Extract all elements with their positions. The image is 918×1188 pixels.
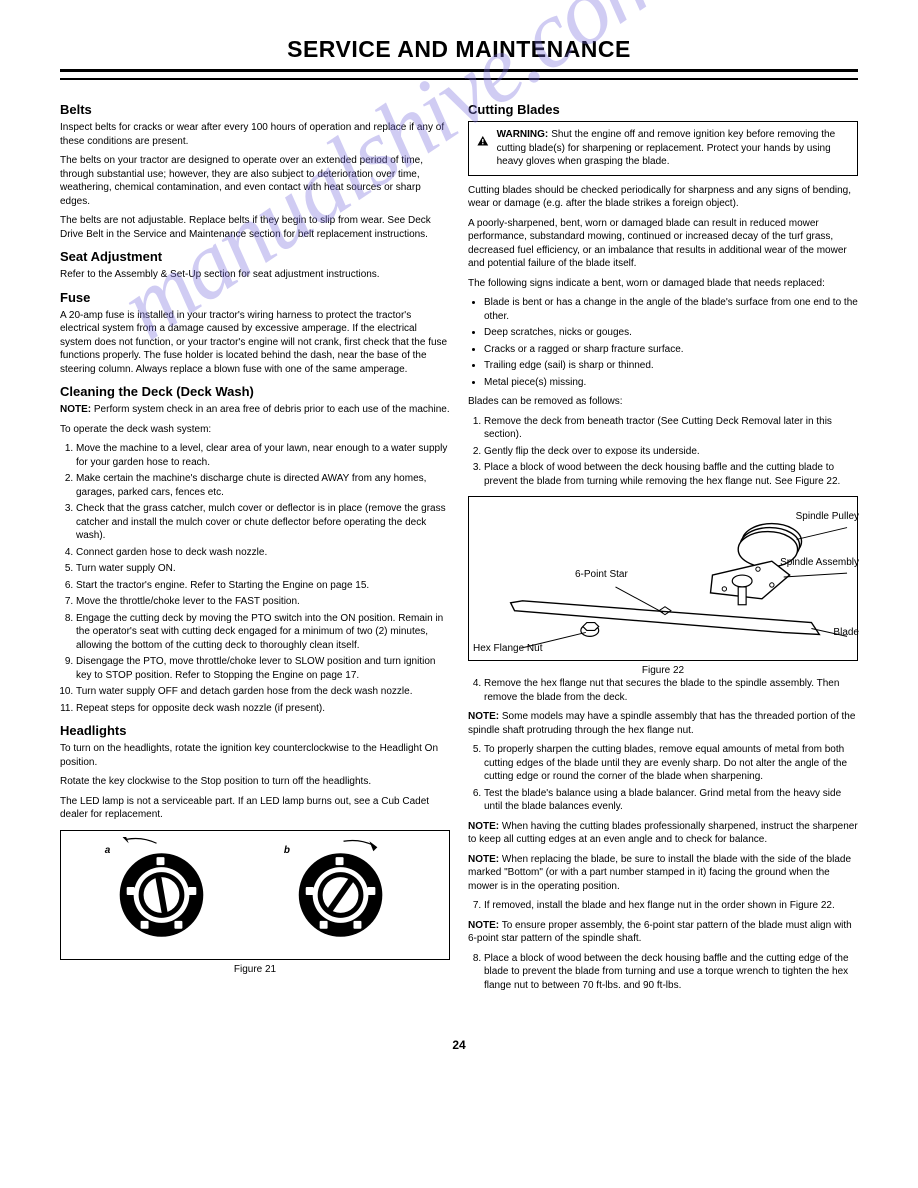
figure-21-caption: Figure 21 <box>60 964 450 975</box>
fig21-a: a <box>105 845 111 856</box>
deckwash-note-text: Perform system check in an area free of … <box>94 404 450 415</box>
step: Connect garden hose to deck wash nozzle. <box>76 546 450 560</box>
right-column: Cutting Blades WARNING:Shut the engine o… <box>468 94 858 998</box>
step: Start the tractor's engine. Refer to Sta… <box>76 579 450 593</box>
warning-text: WARNING:Shut the engine off and remove i… <box>497 128 849 169</box>
step: Check that the grass catcher, mulch cove… <box>76 502 450 543</box>
deckwash-intro: To operate the deck wash system: <box>60 423 450 437</box>
step: Engage the cutting deck by moving the PT… <box>76 612 450 653</box>
note3: NOTE: When replacing the blade, be sure … <box>468 853 858 894</box>
seat-heading: Seat Adjustment <box>60 249 450 264</box>
note4-text: To ensure proper assembly, the 6-point s… <box>468 920 852 945</box>
belts-p3: The belts are not adjustable. Replace be… <box>60 214 450 241</box>
belts-heading: Belts <box>60 102 450 117</box>
step: Make certain the machine's discharge chu… <box>76 472 450 499</box>
step: Place a block of wood between the deck h… <box>484 952 858 993</box>
cuttingblades-heading: Cutting Blades <box>468 102 858 117</box>
note2: NOTE: When having the cutting blades pro… <box>468 820 858 847</box>
cb-p2: A poorly-sharpened, bent, worn or damage… <box>468 217 858 271</box>
note4: NOTE: To ensure proper assembly, the 6-p… <box>468 919 858 946</box>
steps-continued-2: To properly sharpen the cutting blades, … <box>468 743 858 814</box>
label-spindle-pulley: Spindle Pulley <box>796 511 859 522</box>
headlights-p2: Rotate the key clockwise to the Stop pos… <box>60 775 450 789</box>
deckwash-note: NOTE: Perform system check in an area fr… <box>60 403 450 417</box>
left-column: Belts Inspect belts for cracks or wear a… <box>60 94 450 998</box>
warning-box: WARNING:Shut the engine off and remove i… <box>468 121 858 176</box>
fig21-b: b <box>284 845 290 856</box>
headlights-heading: Headlights <box>60 723 450 738</box>
warning-label: WARNING: <box>497 129 549 140</box>
figure-21-svg: a b <box>67 837 443 947</box>
step: Move the machine to a level, clear area … <box>76 442 450 469</box>
damage-signs: Blade is bent or has a change in the ang… <box>468 296 858 389</box>
figure-21-box: a b <box>60 830 450 960</box>
step: To properly sharpen the cutting blades, … <box>484 743 858 784</box>
deckwash-steps: Move the machine to a level, clear area … <box>60 442 450 715</box>
label-6point-star: 6-Point Star <box>575 569 628 580</box>
headlights-p3: The LED lamp is not a serviceable part. … <box>60 795 450 822</box>
steps-continued: Remove the hex flange nut that secures t… <box>468 677 858 704</box>
step: Test the blade's balance using a blade b… <box>484 787 858 814</box>
step: Repeat steps for opposite deck wash nozz… <box>76 702 450 716</box>
steps-continued-3: If removed, install the blade and hex fl… <box>468 899 858 913</box>
removal-steps: Remove the deck from beneath tractor (Se… <box>468 415 858 489</box>
section-title: SERVICE AND MAINTENANCE <box>60 36 858 63</box>
note1: NOTE: Some models may have a spindle ass… <box>468 710 858 737</box>
sign: Trailing edge (sail) is sharp or thinned… <box>484 359 858 373</box>
label-blade: Blade <box>833 627 859 638</box>
step: Place a block of wood between the deck h… <box>484 461 858 488</box>
note1-text: Some models may have a spindle assembly … <box>468 711 855 736</box>
headlights-p1: To turn on the headlights, rotate the ig… <box>60 742 450 769</box>
label-hex-nut: Hex Flange Nut <box>473 643 542 654</box>
steps-continued-4: Place a block of wood between the deck h… <box>468 952 858 993</box>
fuse-heading: Fuse <box>60 290 450 305</box>
blade-shape <box>511 601 820 635</box>
label-spindle-assembly: Spindle Assembly <box>780 557 859 568</box>
figure-22-svg <box>475 503 851 658</box>
rule-thick <box>60 69 858 72</box>
deckwash-heading: Cleaning the Deck (Deck Wash) <box>60 384 450 399</box>
sign: Cracks or a ragged or sharp fracture sur… <box>484 343 858 357</box>
cb-p1: Cutting blades should be checked periodi… <box>468 184 858 211</box>
step: Remove the hex flange nut that secures t… <box>484 677 858 704</box>
seat-p: Refer to the Assembly & Set-Up section f… <box>60 268 450 282</box>
step: If removed, install the blade and hex fl… <box>484 899 858 913</box>
step: Gently flip the deck over to expose its … <box>484 445 858 459</box>
figure-22-box: Spindle Pulley Spindle Assembly Blade He… <box>468 496 858 661</box>
warning-icon <box>477 128 489 154</box>
sign: Blade is bent or has a change in the ang… <box>484 296 858 323</box>
sign: Metal piece(s) missing. <box>484 376 858 390</box>
spindle-assembly-shape <box>710 561 789 599</box>
cb-p4: Blades can be removed as follows: <box>468 395 858 409</box>
step: Disengage the PTO, move throttle/choke l… <box>76 655 450 682</box>
hex-nut-shape <box>581 623 599 637</box>
cb-p3: The following signs indicate a bent, wor… <box>468 277 858 291</box>
page-number: 24 <box>60 1038 858 1052</box>
belts-p2: The belts on your tractor are designed t… <box>60 154 450 208</box>
step: Remove the deck from beneath tractor (Se… <box>484 415 858 442</box>
step: Move the throttle/choke lever to the FAS… <box>76 595 450 609</box>
rule-thin <box>60 78 858 80</box>
note2-text: When having the cutting blades professio… <box>468 821 858 846</box>
step: Turn water supply ON. <box>76 562 450 576</box>
sign: Deep scratches, nicks or gouges. <box>484 326 858 340</box>
figure-22-caption: Figure 22 <box>468 665 858 676</box>
step: Turn water supply OFF and detach garden … <box>76 685 450 699</box>
fuse-p: A 20-amp fuse is installed in your tract… <box>60 309 450 377</box>
belts-p1: Inspect belts for cracks or wear after e… <box>60 121 450 148</box>
note3-text: When replacing the blade, be sure to ins… <box>468 854 851 892</box>
